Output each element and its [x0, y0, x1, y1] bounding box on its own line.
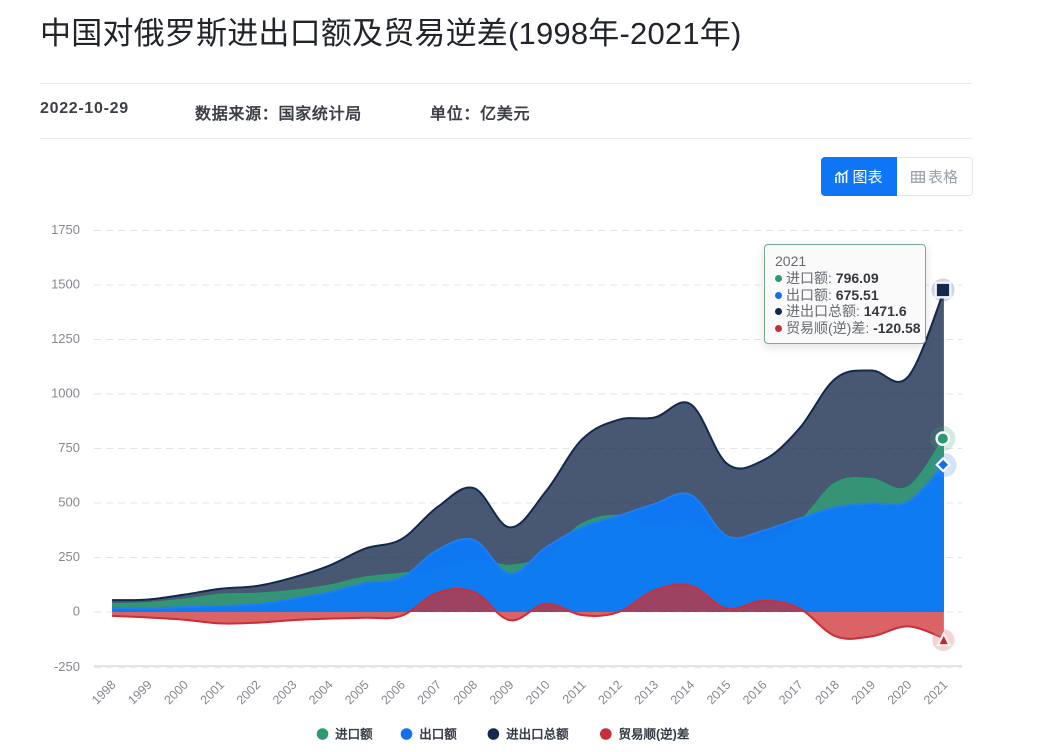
svg-text:2001: 2001	[198, 678, 228, 708]
svg-text:500: 500	[58, 495, 80, 510]
svg-text:2011: 2011	[560, 678, 589, 707]
svg-text:2021: 2021	[921, 678, 951, 708]
svg-text:2005: 2005	[342, 678, 372, 708]
svg-text:2016: 2016	[740, 678, 770, 708]
svg-text:2004: 2004	[306, 678, 336, 708]
svg-text:1998: 1998	[89, 678, 119, 708]
svg-text:1000: 1000	[51, 386, 80, 401]
svg-text:2009: 2009	[487, 678, 517, 708]
svg-text:250: 250	[58, 549, 80, 564]
svg-text:贸易顺(逆)差: 贸易顺(逆)差	[619, 726, 690, 741]
svg-text:进口额: 进口额	[335, 726, 373, 741]
svg-text:1500: 1500	[51, 277, 80, 292]
svg-text:2017: 2017	[776, 678, 806, 708]
svg-text:2014: 2014	[668, 678, 698, 708]
svg-text:2018: 2018	[812, 678, 842, 708]
svg-text:2007: 2007	[415, 678, 445, 708]
svg-text:2003: 2003	[270, 678, 300, 708]
svg-text:2008: 2008	[451, 678, 481, 708]
svg-text:2013: 2013	[632, 678, 662, 708]
svg-text:进出口总额: 进出口总额	[506, 726, 569, 741]
svg-text:2019: 2019	[849, 678, 879, 708]
svg-text:1750: 1750	[51, 222, 80, 237]
svg-text:2006: 2006	[378, 678, 408, 708]
svg-text:1250: 1250	[51, 331, 80, 346]
svg-text:-250: -250	[54, 659, 80, 674]
svg-text:2010: 2010	[523, 678, 553, 708]
svg-text:2012: 2012	[595, 678, 625, 708]
svg-text:2002: 2002	[234, 678, 264, 708]
svg-text:1999: 1999	[125, 678, 155, 708]
svg-text:0: 0	[73, 604, 80, 619]
svg-text:2015: 2015	[704, 678, 734, 708]
svg-text:2000: 2000	[161, 678, 191, 708]
svg-text:出口额: 出口额	[419, 726, 457, 741]
svg-text:2020: 2020	[885, 678, 915, 708]
svg-text:750: 750	[58, 440, 80, 455]
